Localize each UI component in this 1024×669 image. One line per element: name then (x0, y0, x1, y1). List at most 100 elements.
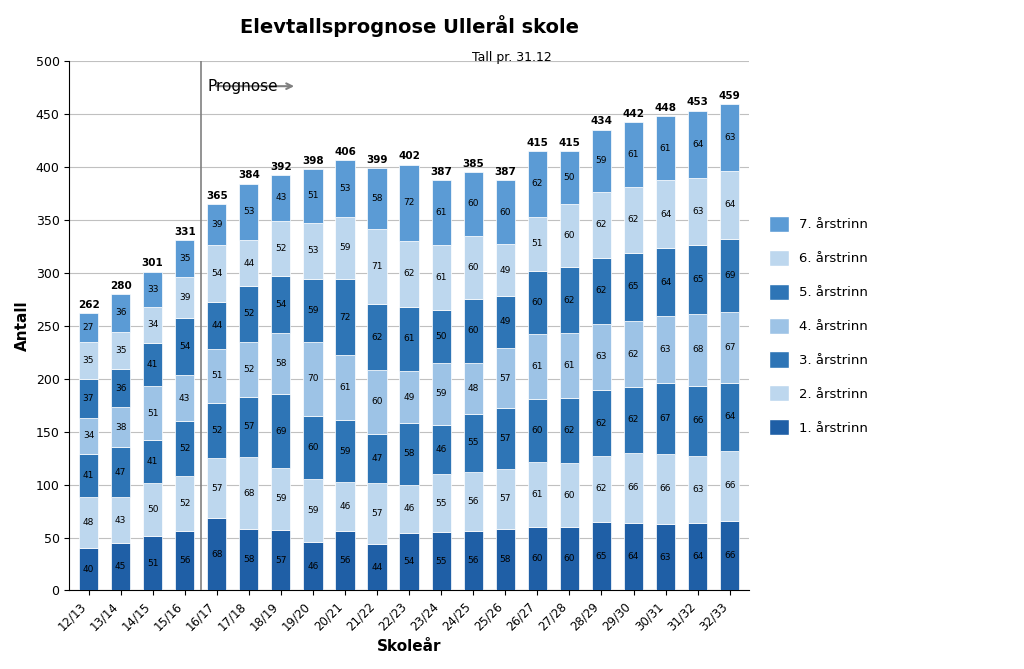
Bar (496, 529, 515, 591)
Text: 41: 41 (146, 458, 159, 466)
Text: 40: 40 (83, 565, 94, 574)
Text: 37: 37 (83, 393, 94, 403)
Bar (592, 324, 611, 390)
Text: 35: 35 (115, 346, 126, 355)
Text: 58: 58 (500, 555, 511, 564)
Text: 46: 46 (435, 445, 446, 454)
Bar (399, 306, 419, 371)
Bar (175, 277, 195, 318)
Text: 63: 63 (659, 345, 672, 354)
Text: 61: 61 (659, 144, 672, 153)
Text: 60: 60 (531, 554, 543, 563)
Text: 34: 34 (146, 320, 159, 329)
Bar (175, 375, 195, 421)
Text: 50: 50 (563, 173, 575, 182)
Bar (720, 239, 739, 312)
Text: 57: 57 (211, 484, 222, 493)
Bar (399, 423, 419, 484)
Bar (303, 223, 323, 279)
Text: 61: 61 (339, 383, 351, 392)
Text: 66: 66 (659, 484, 672, 493)
Bar (688, 456, 708, 522)
Text: 62: 62 (628, 350, 639, 359)
Text: 36: 36 (115, 308, 126, 317)
Bar (240, 184, 258, 240)
Bar (464, 299, 483, 363)
Bar (624, 122, 643, 187)
Text: 53: 53 (307, 246, 318, 256)
Bar (271, 530, 291, 591)
Bar (624, 187, 643, 252)
Text: 63: 63 (596, 353, 607, 361)
Bar (688, 314, 708, 386)
Text: 47: 47 (115, 468, 126, 477)
Bar (624, 387, 643, 453)
Bar (143, 343, 162, 386)
Bar (527, 217, 547, 270)
Bar (720, 104, 739, 171)
Bar (175, 476, 195, 531)
Bar (207, 458, 226, 518)
Bar (688, 386, 708, 456)
Bar (175, 318, 195, 375)
Text: 41: 41 (146, 360, 159, 369)
Bar (720, 171, 739, 239)
Text: 52: 52 (179, 444, 190, 453)
Bar (143, 386, 162, 440)
Bar (431, 533, 451, 591)
Text: 365: 365 (206, 191, 227, 201)
Bar (688, 245, 708, 314)
Text: 58: 58 (275, 359, 287, 368)
Bar (143, 537, 162, 591)
Text: 61: 61 (403, 334, 415, 343)
Text: 442: 442 (623, 109, 644, 119)
Bar (431, 363, 451, 425)
Bar (175, 531, 195, 591)
Text: 64: 64 (692, 140, 703, 149)
Bar (175, 421, 195, 476)
Text: 43: 43 (179, 393, 190, 403)
Text: 70: 70 (307, 374, 318, 383)
Text: 52: 52 (179, 499, 190, 508)
Text: 60: 60 (563, 554, 575, 563)
Text: 67: 67 (659, 414, 672, 423)
Bar (527, 334, 547, 399)
Text: Tall pr. 31.12: Tall pr. 31.12 (472, 51, 552, 64)
Bar (720, 312, 739, 383)
Bar (399, 241, 419, 306)
Text: 61: 61 (435, 273, 446, 282)
Text: 46: 46 (403, 504, 415, 513)
Bar (368, 484, 387, 544)
Text: 62: 62 (596, 419, 607, 427)
Text: 66: 66 (692, 417, 703, 425)
Text: 280: 280 (110, 281, 131, 290)
Bar (464, 235, 483, 299)
Text: 52: 52 (275, 244, 287, 253)
Text: 54: 54 (275, 300, 287, 309)
Text: 34: 34 (83, 432, 94, 440)
Text: 59: 59 (339, 244, 351, 252)
Text: 71: 71 (372, 262, 383, 272)
Bar (592, 130, 611, 192)
Bar (336, 355, 354, 420)
Bar (368, 304, 387, 370)
Text: 57: 57 (243, 422, 255, 432)
Bar (527, 462, 547, 527)
Bar (111, 543, 130, 591)
Bar (560, 151, 579, 204)
Text: 60: 60 (468, 263, 479, 272)
Bar (111, 448, 130, 497)
Text: 64: 64 (724, 200, 735, 209)
Text: 60: 60 (563, 231, 575, 240)
Text: 60: 60 (468, 199, 479, 208)
Bar (336, 531, 354, 591)
Bar (207, 245, 226, 302)
Bar (303, 169, 323, 223)
Text: 33: 33 (146, 284, 159, 294)
Bar (175, 240, 195, 277)
Bar (143, 306, 162, 343)
Text: 44: 44 (243, 259, 254, 268)
Text: 57: 57 (500, 494, 511, 503)
Text: 35: 35 (179, 254, 190, 263)
Bar (496, 469, 515, 529)
